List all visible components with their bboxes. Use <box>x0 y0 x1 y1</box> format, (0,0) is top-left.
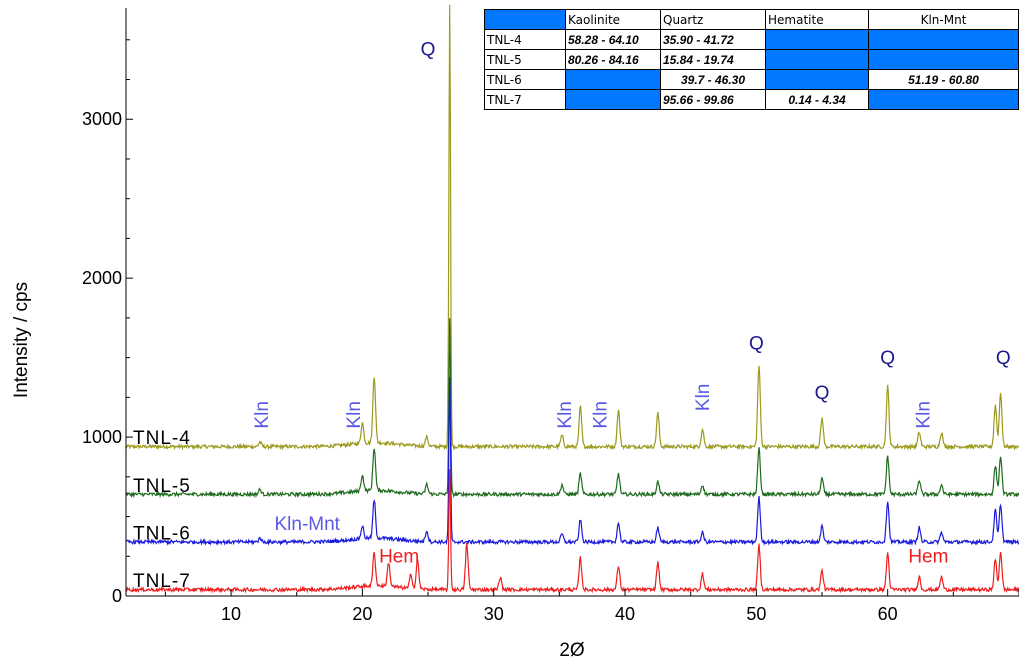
x-tick-label: 40 <box>615 604 635 624</box>
series-layer <box>125 4 1019 594</box>
series-line-tnl-7 <box>125 468 1019 594</box>
table-cell-empty <box>868 49 1019 70</box>
table-cell: 0.14 - 4.34 <box>765 89 869 110</box>
series-label-tnl-4: TNL-4 <box>133 428 191 449</box>
peak-annotation-hem: Hem <box>908 547 948 568</box>
x-tick-label: 60 <box>878 604 898 624</box>
table-row: TNL-6 39.7 - 46.30 51.19 - 60.80 <box>484 69 1019 90</box>
table-cell: 80.26 - 84.16 <box>565 49 661 70</box>
table-cell-empty <box>765 69 869 90</box>
table-header-kln-mnt: Kln-Mnt <box>868 9 1019 30</box>
x-axis-title: 2Ø <box>559 640 585 661</box>
peak-annotation-kln: Kln <box>252 401 273 428</box>
table-cell-empty <box>765 49 869 70</box>
x-tick-label: 10 <box>221 604 241 624</box>
table-cell: 58.28 - 64.10 <box>565 29 661 50</box>
peak-annotation-q: Q <box>815 383 830 404</box>
table-header-quartz: Quartz <box>660 9 766 30</box>
peak-annotation-kln: Kln <box>344 401 365 428</box>
table-row-label: TNL-5 <box>484 49 566 70</box>
table-cell-empty <box>868 89 1019 110</box>
table-cell: 95.66 - 99.86 <box>660 89 766 110</box>
table-cell: 15.84 - 19.74 <box>660 49 766 70</box>
series-line-tnl-6 <box>125 377 1019 547</box>
peak-annotation-q: Q <box>996 348 1011 369</box>
x-tick-label: 20 <box>352 604 372 624</box>
table-header-row: Kaolinite Quartz Hematite Kln-Mnt <box>484 9 1019 30</box>
peak-annotation-kln: Kln <box>693 384 714 411</box>
table-corner-cell <box>484 9 566 30</box>
table-cell: 35.90 - 41.72 <box>660 29 766 50</box>
table-row: TNL-7 95.66 - 99.86 0.14 - 4.34 <box>484 89 1019 110</box>
table-header-hematite: Hematite <box>765 9 869 30</box>
phase-composition-table: Kaolinite Quartz Hematite Kln-Mnt TNL-4 … <box>484 9 1019 110</box>
table-row-label: TNL-6 <box>484 69 566 90</box>
table-row: TNL-5 80.26 - 84.16 15.84 - 19.74 <box>484 49 1019 70</box>
peak-annotation-q: Q <box>880 348 895 369</box>
axes-layer: 0 1000 2000 3000 10 20 30 40 50 60 <box>82 39 1019 624</box>
table-row-label: TNL-7 <box>484 89 566 110</box>
table-cell-empty <box>565 69 661 90</box>
peak-annotation-hem: Hem <box>379 547 419 568</box>
series-label-tnl-6: TNL-6 <box>133 523 191 544</box>
peak-annotation-kln: Kln <box>591 401 612 428</box>
table-row: TNL-4 58.28 - 64.10 35.90 - 41.72 <box>484 29 1019 50</box>
y-tick-label: 0 <box>112 586 122 606</box>
table-cell-empty <box>565 89 661 110</box>
series-label-tnl-5: TNL-5 <box>133 476 191 497</box>
table-cell: 51.19 - 60.80 <box>868 69 1019 90</box>
x-tick-label: 30 <box>484 604 504 624</box>
y-tick-label: 1000 <box>82 427 122 447</box>
table-cell: 39.7 - 46.30 <box>660 69 766 90</box>
peak-annotation-kln: Kln <box>555 401 576 428</box>
peak-annotation-q: Q <box>749 334 764 355</box>
peak-annotation-kln-mnt: Kln-Mnt <box>274 514 340 535</box>
series-label-tnl-7: TNL-7 <box>133 571 191 592</box>
peak-annotation-kln: Kln <box>914 401 935 428</box>
peak-annotation-q: Q <box>421 40 436 61</box>
y-tick-label: 3000 <box>82 109 122 129</box>
x-tick-label: 50 <box>746 604 766 624</box>
y-axis-title: Intensity / cps <box>11 282 32 398</box>
series-line-tnl-4 <box>125 4 1019 451</box>
table-cell-empty <box>868 29 1019 50</box>
y-tick-label: 2000 <box>82 268 122 288</box>
table-header-kaolinite: Kaolinite <box>565 9 661 30</box>
table-row-label: TNL-4 <box>484 29 566 50</box>
series-line-tnl-5 <box>125 318 1019 499</box>
table-cell-empty <box>765 29 869 50</box>
